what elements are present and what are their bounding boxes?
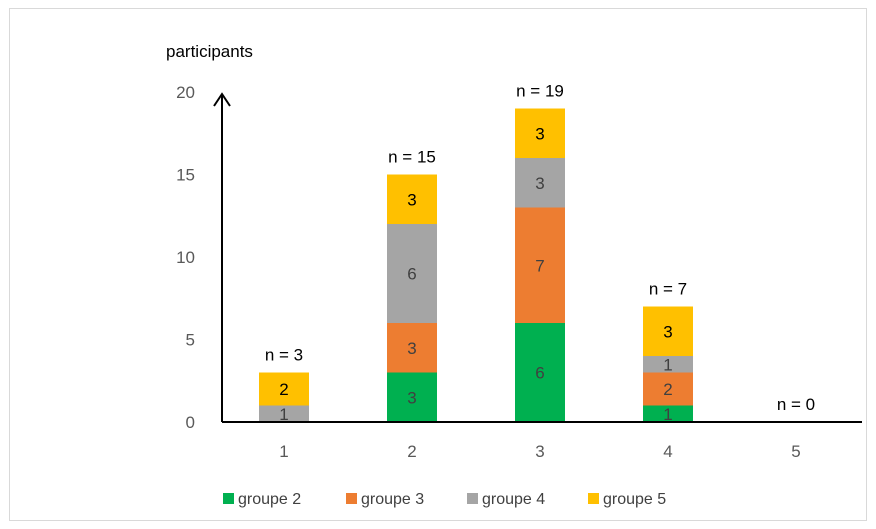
legend-swatch <box>467 493 478 504</box>
bar-value-label: 1 <box>279 405 288 424</box>
y-tick-label: 5 <box>186 331 195 350</box>
legend-label: groupe 3 <box>361 491 424 508</box>
bar-value-label: 2 <box>663 380 672 399</box>
bar-segment <box>387 372 437 422</box>
bar-value-label: 3 <box>407 339 416 358</box>
legend-swatch <box>346 493 357 504</box>
bar-segment <box>387 224 437 323</box>
bar-value-label: 7 <box>535 256 544 275</box>
bar-segment <box>515 158 565 208</box>
bar-value-label: 3 <box>407 190 416 209</box>
bar-segment <box>515 207 565 323</box>
bar-segment <box>643 405 693 422</box>
bar-segment <box>387 174 437 224</box>
legend-swatch <box>588 493 599 504</box>
y-tick-label: 20 <box>176 83 195 102</box>
x-tick-label: 4 <box>663 442 672 461</box>
bar-value-label: 3 <box>663 322 672 341</box>
bar-value-label: 1 <box>663 355 672 374</box>
bar-segment <box>643 372 693 406</box>
y-axis-ticks: 0 5 10 15 20 <box>176 83 195 432</box>
bar-value-label: 3 <box>407 388 416 407</box>
x-axis-ticks: 1 2 3 4 5 <box>279 442 800 461</box>
bar-value-label: 6 <box>535 364 544 383</box>
legend-label: groupe 4 <box>482 491 545 508</box>
bar-value-label: 2 <box>279 380 288 399</box>
x-tick-label: 2 <box>407 442 416 461</box>
total-label: n = 15 <box>388 148 436 167</box>
bar-segment <box>515 108 565 158</box>
total-label: n = 7 <box>649 280 687 299</box>
bar-segment <box>643 306 693 356</box>
x-tick-label: 3 <box>535 442 544 461</box>
bar-value-label: 3 <box>535 174 544 193</box>
bar-segment <box>259 372 309 406</box>
bar-value-label: 1 <box>663 405 672 424</box>
bar-segment <box>387 323 437 373</box>
total-label: n = 3 <box>265 346 303 365</box>
y-tick-label: 10 <box>176 248 195 267</box>
total-label: n = 19 <box>516 82 564 101</box>
bars: 1 2 3 3 6 3 6 7 3 3 1 2 1 3 <box>259 108 693 424</box>
axes <box>213 92 862 423</box>
total-label: n = 0 <box>777 395 815 414</box>
bar-segment <box>643 356 693 373</box>
legend-label: groupe 5 <box>603 491 666 508</box>
bar-value-label: 3 <box>535 124 544 143</box>
y-axis-label: participants <box>166 42 253 61</box>
legend-label: groupe 2 <box>238 491 301 508</box>
y-tick-label: 0 <box>186 413 195 432</box>
legend-swatch <box>223 493 234 504</box>
chart-frame <box>9 8 867 521</box>
total-labels: n = 3 n = 15 n = 19 n = 7 n = 0 <box>265 82 815 415</box>
legend: groupe 2 groupe 3 groupe 4 groupe 5 <box>223 491 666 508</box>
y-axis-arrowhead <box>213 92 231 107</box>
x-tick-label: 5 <box>791 442 800 461</box>
bar-value-label: 6 <box>407 265 416 284</box>
bar-segment <box>515 323 565 422</box>
y-tick-label: 15 <box>176 166 195 185</box>
x-tick-label: 1 <box>279 442 288 461</box>
bar-segment <box>259 405 309 422</box>
